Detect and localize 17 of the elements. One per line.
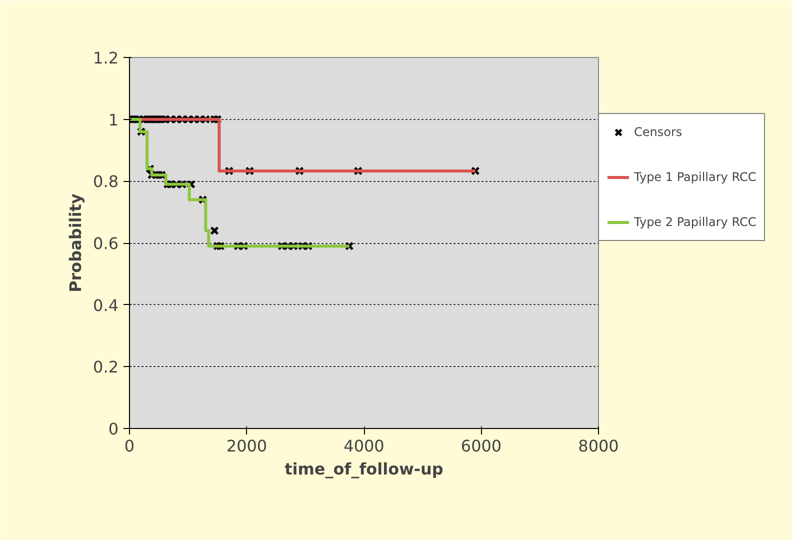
x-tick-label: 0 bbox=[124, 436, 135, 456]
y-tick-label: 0 bbox=[108, 420, 119, 438]
legend-label: Censors bbox=[634, 125, 682, 139]
y-tick-label: 0.4 bbox=[93, 296, 119, 315]
y-tick-label: 0.6 bbox=[93, 234, 119, 253]
legend-label: Type 2 Papillary RCC bbox=[634, 215, 756, 229]
x-tick-label: 8000 bbox=[578, 436, 619, 456]
x-axis-title: time_of_follow-up bbox=[284, 460, 444, 478]
x-tick-label: 6000 bbox=[460, 436, 502, 456]
legend-label: Type 1 Papillary RCC bbox=[634, 170, 756, 184]
y-tick-label: 0.2 bbox=[93, 358, 119, 377]
x-tick-label: 4000 bbox=[344, 436, 384, 456]
y-axis-title: Probability bbox=[66, 193, 86, 292]
x-tick-label: 2000 bbox=[226, 436, 268, 456]
y-tick-label: 1.2 bbox=[93, 48, 119, 68]
y-tick-label: 1 bbox=[108, 110, 119, 130]
y-tick-label: 0.8 bbox=[93, 172, 119, 192]
